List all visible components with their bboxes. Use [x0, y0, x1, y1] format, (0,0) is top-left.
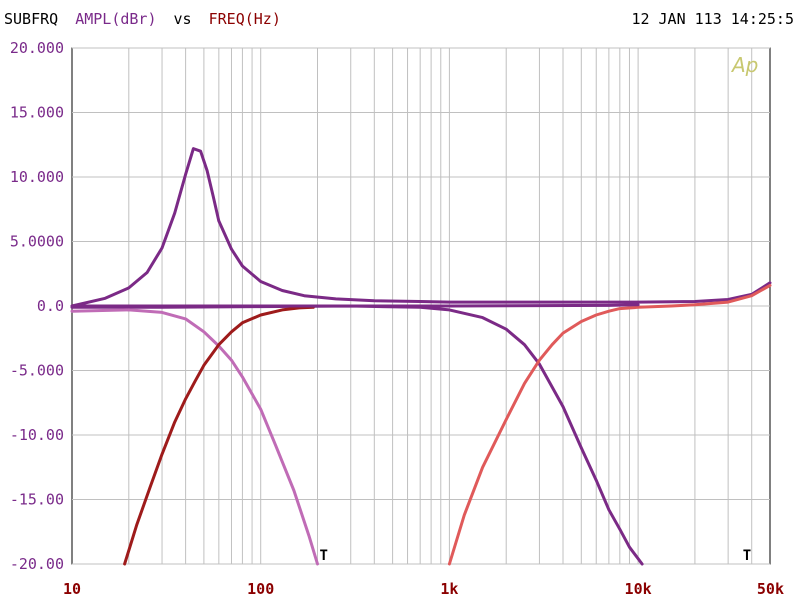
x-tick-label: 10k [625, 580, 652, 598]
series-lines [70, 147, 772, 566]
x-tick-label: 50k [757, 580, 784, 598]
y-tick-label: 15.000 [10, 104, 64, 122]
y-tick-label: -10.00 [10, 426, 64, 444]
x-tick-label: 100 [247, 580, 274, 598]
header-y-quantity: AMPL(dBr) [75, 10, 156, 28]
y-tick-label: 10.000 [10, 168, 64, 186]
t-marker: T [320, 548, 328, 564]
header-x-quantity: FREQ(Hz) [209, 10, 281, 28]
y-axis-ticks: 20.000 15.000 10.000 5.0000 0.0 -5.000 -10.00 -… [10, 39, 64, 573]
series-line-6 [70, 303, 640, 308]
series-line-1 [70, 147, 772, 308]
t-marker: T [743, 548, 751, 564]
ap-logo: Ap [730, 53, 758, 77]
y-tick-label: -20.00 [10, 555, 64, 573]
x-axis-ticks: 10 100 1k 10k 50k [63, 580, 784, 598]
header-timestamp: 12 JAN 113 14:25:5 [631, 10, 794, 28]
x-tick-label: 10 [63, 580, 81, 598]
x-tick-label: 1k [440, 580, 458, 598]
header-vs: vs [174, 10, 192, 28]
chart-header: SUBFRQ AMPL(dBr) vs FREQ(Hz) [4, 10, 281, 28]
y-tick-label: 20.000 [10, 39, 64, 57]
header-name: SUBFRQ [4, 10, 58, 28]
y-tick-label: 5.0000 [10, 233, 64, 251]
y-tick-label: -5.000 [10, 362, 64, 380]
series-line-3 [70, 308, 319, 566]
series-line-5 [447, 283, 772, 566]
y-tick-label: 0.0 [37, 297, 64, 315]
series-line-4 [123, 305, 315, 566]
y-tick-label: -15.00 [10, 491, 64, 509]
